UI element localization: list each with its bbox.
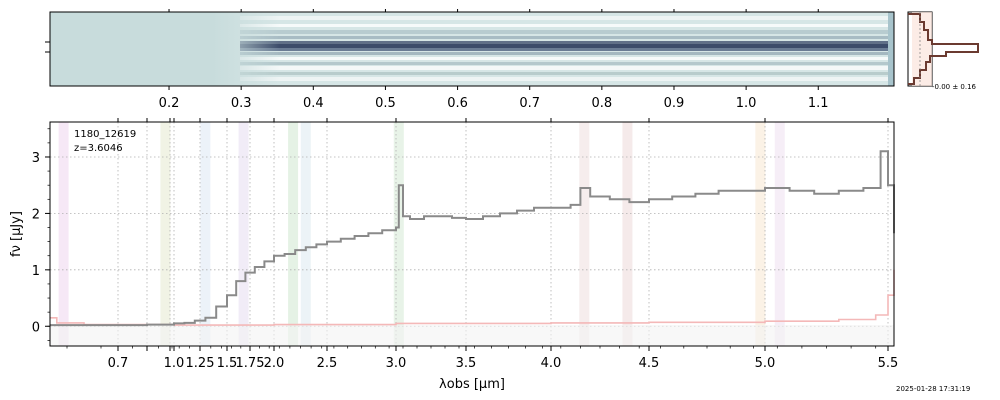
spectrum-2d-stripes	[215, 12, 894, 86]
spectrum-2d-edge	[888, 12, 894, 86]
y-axis-label: fν [μJy]	[9, 211, 24, 257]
plot-area	[50, 122, 894, 346]
spectrum-2d-tick-label: 1.0	[736, 96, 757, 111]
x-tick-label: 1.0	[164, 356, 185, 371]
histogram-fill	[912, 12, 932, 86]
spectrum-2d-tick-label: 0.8	[592, 96, 613, 111]
spectrum-2d-tick-label: 0.9	[664, 96, 685, 111]
histogram-panel: -0.00 ± 0.16	[907, 11, 979, 91]
emission-line-band	[288, 122, 299, 346]
spectrum-2d-xticks: 0.2 0.3 0.4 0.5 0.6 0.7 0.8 0.9 1.0 1.1	[159, 9, 829, 111]
y-axis: 0 1 2 3	[32, 128, 50, 341]
object-id-label: 1180_12619	[74, 129, 136, 140]
emission-line-band	[58, 122, 69, 346]
y-tick-label: 3	[32, 151, 40, 166]
emission-line-band	[755, 122, 766, 346]
emission-line-band	[622, 122, 633, 346]
x-tick-label: 1.25	[186, 356, 215, 371]
x-axis: 0.7 1.0 1.25 1.51.75 2.0 2.5 3.0 3.5 4.0 4.5 5.0 5.…	[66, 118, 899, 371]
zero-shade	[50, 325, 894, 346]
emission-line-band	[579, 122, 590, 346]
series-group	[50, 150, 895, 327]
series-line-flux	[50, 150, 895, 327]
emission-line-band	[393, 122, 404, 346]
x-tick-label: 1.5	[217, 356, 238, 371]
spectrum-2d-blank-region	[50, 12, 280, 86]
spectrum-2d-tick-label: 1.1	[808, 96, 829, 111]
x-axis-label: λobs [μm]	[439, 377, 505, 392]
spectrum-2d-tick-label: 0.3	[231, 96, 252, 111]
spectrum-1d-panel: 0.7 1.0 1.25 1.51.75 2.0 2.5 3.0 3.5 4.0 4.5 5.0 5.…	[9, 118, 898, 392]
spectrum-2d-tick-label: 0.5	[375, 96, 396, 111]
redshift-label: z=3.6046	[74, 143, 123, 154]
x-tick-label: 3.0	[386, 356, 407, 371]
emission-line-bands	[58, 122, 785, 346]
emission-line-band	[774, 122, 785, 346]
histogram-annotation: -0.00 ± 0.16	[932, 83, 977, 91]
spectrum-2d-tick-label: 0.6	[447, 96, 468, 111]
x-tick-label: 4.5	[639, 356, 660, 371]
plot-frame	[49, 121, 895, 347]
x-tick-label: 5.0	[755, 356, 776, 371]
y-tick-label: 0	[32, 320, 40, 335]
emission-line-band	[300, 122, 311, 346]
spectrum-2d-tick-label: 0.7	[519, 96, 540, 111]
spectrum-2d-panel: 0.2 0.3 0.4 0.5 0.6 0.7 0.8 0.9 1.0 1.1	[45, 9, 895, 111]
x-tick-label: 1.75	[236, 356, 265, 371]
x-tick-label: 2.0	[264, 356, 285, 371]
y-tick-label: 1	[32, 264, 40, 279]
emission-line-band	[160, 122, 171, 346]
x-tick-label: 3.5	[456, 356, 477, 371]
x-tick-label: 4.0	[541, 356, 562, 371]
spectrum-2d-frame	[49, 11, 895, 87]
y-tick-label: 2	[32, 207, 40, 222]
x-tick-label: 0.7	[108, 356, 129, 371]
spectrum-2d-tick-label: 0.4	[303, 96, 324, 111]
emission-line-band	[200, 122, 211, 346]
spectrum-2d-tick-label: 0.2	[159, 96, 180, 111]
emission-line-band	[238, 122, 249, 346]
timestamp: 2025-01-28 17:31:19	[896, 385, 970, 393]
x-tick-label: 5.5	[878, 356, 899, 371]
x-tick-label: 2.5	[317, 356, 338, 371]
